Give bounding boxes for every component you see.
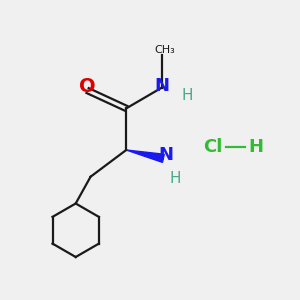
Text: N: N xyxy=(159,146,174,164)
Text: H: H xyxy=(169,171,181,186)
Polygon shape xyxy=(126,150,164,162)
Text: H: H xyxy=(248,138,263,156)
Text: O: O xyxy=(79,76,96,96)
Text: CH₃: CH₃ xyxy=(154,45,175,56)
Text: Cl: Cl xyxy=(203,138,222,156)
Text: H: H xyxy=(182,88,193,103)
Text: N: N xyxy=(154,77,169,95)
